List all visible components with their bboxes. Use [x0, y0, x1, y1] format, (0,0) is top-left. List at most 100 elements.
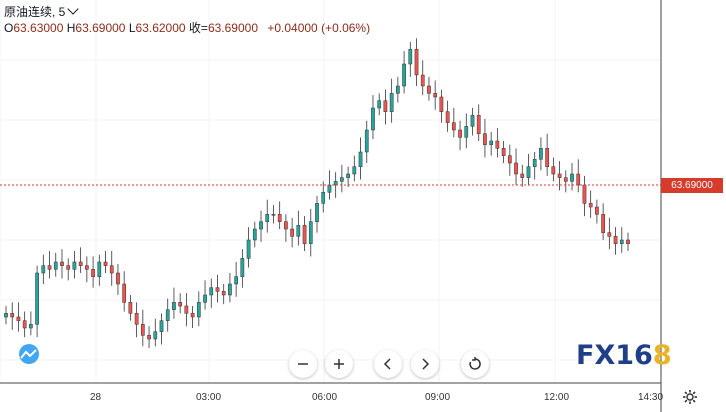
- candle-body: [464, 126, 469, 138]
- reset-chart-button[interactable]: [461, 350, 489, 378]
- candle-body: [140, 324, 145, 336]
- candle-body: [153, 331, 158, 340]
- candle-body: [66, 265, 71, 270]
- candle-body: [252, 228, 257, 241]
- candle-body: [165, 309, 170, 321]
- chevron-left-icon: [383, 358, 391, 370]
- candle-body: [595, 206, 599, 215]
- candle-body: [41, 265, 46, 274]
- candle-body: [520, 173, 525, 178]
- candle-body: [116, 272, 120, 285]
- candle-body: [476, 115, 481, 134]
- candle-body: [103, 261, 108, 266]
- candle-body: [371, 107, 375, 131]
- candle-body: [439, 96, 444, 112]
- time-label: 06:00: [312, 392, 338, 403]
- scroll-right-button[interactable]: [411, 350, 439, 378]
- candle-body: [296, 225, 301, 237]
- candle-body: [570, 173, 574, 182]
- candle-body: [259, 221, 263, 230]
- high-value: 63.69000: [75, 21, 126, 35]
- legend-title-row[interactable]: 原油连续, 5: [4, 3, 370, 20]
- zoom-out-button[interactable]: [289, 350, 317, 378]
- candle-body: [178, 302, 183, 307]
- gear-icon[interactable]: [682, 389, 698, 405]
- candle-body: [290, 228, 294, 237]
- low-value: 63.62000: [135, 21, 186, 35]
- candle-body: [10, 313, 15, 318]
- candle-body: [346, 173, 350, 178]
- current-price-tag: 63.69000: [661, 178, 723, 193]
- zoom-in-button[interactable]: [325, 350, 353, 378]
- chevron-down-icon[interactable]: [67, 3, 80, 15]
- candle-body: [389, 93, 394, 112]
- scroll-left-button[interactable]: [374, 350, 402, 378]
- candle-body: [470, 115, 475, 127]
- candle-body: [240, 258, 245, 277]
- candle-body: [215, 287, 220, 292]
- candle-body: [364, 129, 369, 153]
- grid-lines: [0, 0, 661, 383]
- low-label: L: [128, 21, 136, 35]
- candle-body: [203, 294, 207, 303]
- candle-body: [402, 63, 406, 87]
- ohlc-row: O63.63000 H63.69000 L63.62000 收=63.69000…: [4, 20, 370, 36]
- candle-body: [109, 265, 114, 274]
- candle-body: [246, 239, 251, 259]
- candle-body: [265, 214, 270, 222]
- candle-body: [545, 148, 549, 167]
- candle-body: [340, 177, 344, 182]
- candle-body: [22, 320, 27, 329]
- candle-body: [551, 166, 556, 175]
- candle-body: [221, 291, 226, 296]
- candle-body: [427, 85, 431, 94]
- time-label: 14:30: [638, 392, 664, 403]
- candle-body: [327, 184, 332, 193]
- candle-body: [184, 305, 189, 314]
- candle-body: [526, 166, 531, 178]
- candle-body: [408, 49, 413, 65]
- chart-logo-icon[interactable]: [14, 343, 44, 365]
- candle-body: [271, 214, 276, 216]
- candle-body: [122, 283, 127, 303]
- candle-body: [445, 111, 450, 123]
- candle-body: [196, 302, 201, 318]
- candle-body: [321, 192, 326, 204]
- candles-layer: [4, 38, 630, 349]
- candle-body: [29, 324, 33, 329]
- candle-body: [613, 236, 618, 244]
- candle-body: [352, 166, 357, 175]
- candle-body: [501, 148, 506, 156]
- candle-body: [483, 133, 487, 145]
- candle-body: [53, 261, 58, 270]
- candle-body: [35, 272, 39, 325]
- candle-body: [358, 151, 363, 167]
- time-label: 28: [90, 392, 102, 403]
- candle-body: [601, 214, 605, 233]
- candle-body: [284, 221, 288, 230]
- close-value: 63.69000: [207, 21, 258, 35]
- candle-body: [302, 225, 307, 244]
- candle-body: [588, 203, 593, 208]
- candle-body: [308, 221, 313, 244]
- candle-body: [420, 74, 425, 87]
- candle-body: [60, 261, 64, 266]
- symbol-label[interactable]: 原油连续, 5: [4, 5, 66, 19]
- candle-body: [97, 261, 102, 277]
- candle-body: [47, 265, 52, 270]
- candle-body: [91, 269, 95, 277]
- time-label: 12:00: [544, 392, 570, 403]
- candle-body: [539, 148, 543, 160]
- candle-body: [557, 173, 562, 178]
- minus-icon: [298, 363, 308, 365]
- candle-body: [377, 100, 382, 109]
- candle-body: [333, 181, 338, 186]
- candle-body: [72, 261, 77, 270]
- candle-body: [277, 214, 282, 222]
- candle-body: [134, 313, 139, 325]
- time-label: 03:00: [196, 392, 222, 403]
- chevron-right-icon: [422, 358, 430, 370]
- candle-body: [190, 313, 195, 318]
